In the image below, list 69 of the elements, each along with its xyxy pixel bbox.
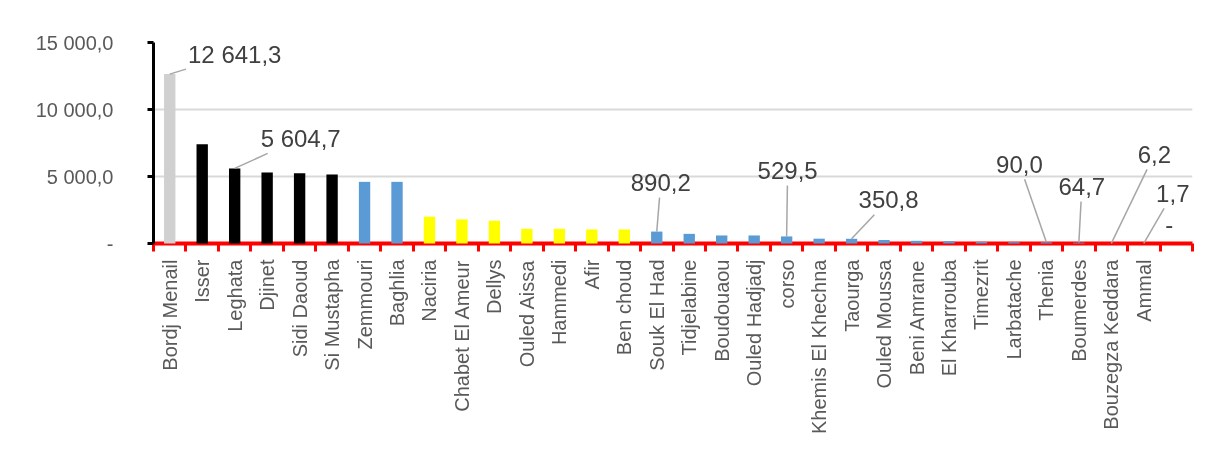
y-tick-label: 5 000,0 [46, 165, 114, 188]
bar [651, 231, 663, 244]
x-tick-label: Zemmouri [353, 259, 376, 350]
x-tick-label: El Kharrouba [937, 258, 960, 377]
x-tick-label: Thenia [1035, 258, 1058, 321]
x-tick-label: Leghata [223, 258, 246, 332]
bar [488, 220, 501, 244]
bar [391, 181, 403, 244]
bar [910, 240, 923, 244]
bar [586, 229, 598, 244]
data-label: 1,7 [1156, 179, 1190, 207]
bar [293, 173, 306, 244]
x-tick-label: Bouzegza Keddara [1100, 258, 1123, 430]
data-label: 12 641,3 [188, 40, 282, 68]
bar [618, 229, 630, 244]
x-tick-label: Djinet [256, 259, 279, 311]
x-tick-label: Tidjelabine [678, 259, 701, 356]
data-label: 64,7 [1058, 173, 1106, 201]
bar [943, 241, 955, 244]
bar [456, 219, 468, 244]
data-label: - [1165, 211, 1174, 238]
bar [358, 181, 371, 244]
data-label: 5 604,7 [260, 124, 341, 152]
x-tick-label: Ammal [1132, 259, 1155, 322]
x-tick-label: Bordj Menail [158, 259, 181, 371]
bar [553, 228, 566, 244]
data-label: 890,2 [630, 169, 691, 197]
data-label: 529,5 [757, 156, 818, 184]
x-tick-label: corso [775, 259, 798, 309]
bar [228, 168, 241, 244]
bar [878, 240, 890, 244]
x-tick-label: Isser [191, 259, 214, 303]
bar [423, 216, 436, 244]
x-tick-label: Afir [580, 259, 603, 290]
x-tick-label: Dellys [483, 259, 506, 314]
x-tick-label: Ouled Hadjadj [743, 259, 766, 387]
bar [813, 238, 825, 244]
x-tick-label: Chabet El Ameur [450, 260, 473, 412]
x-tick-label: Hammedi [548, 259, 571, 346]
y-tick-label: 10 000,0 [35, 98, 114, 121]
bar [521, 228, 533, 244]
data-label: 90,0 [996, 150, 1043, 178]
x-tick-label: Souk El Had [645, 259, 668, 371]
bar [716, 235, 728, 244]
x-tick-label: Ouled Moussa [873, 258, 896, 389]
x-tick-label: Naciria [418, 258, 441, 322]
bar [261, 172, 273, 244]
data-label: 350,8 [858, 186, 919, 214]
bar [748, 235, 760, 244]
x-tick-label: Boumerdes [1067, 259, 1090, 362]
y-tick-label: 15 000,0 [35, 31, 114, 54]
bar [845, 238, 858, 244]
x-tick-label: Khemis El Khechna [808, 258, 831, 435]
x-tick-label: Sidi Daoud [288, 259, 311, 358]
bar [196, 144, 208, 244]
bar [780, 236, 793, 244]
x-tick-label: Si Mustapha [321, 258, 344, 371]
x-tick-label: Taourga [840, 258, 863, 332]
y-tick-label: - [106, 232, 114, 255]
x-tick-label: Timezrit [970, 259, 993, 330]
bar [683, 233, 695, 244]
x-tick-label: Ouled Aissa [515, 259, 538, 368]
x-tick-label: Ben choud [613, 259, 636, 356]
bar [326, 174, 338, 244]
x-tick-label: Boudouaou [710, 259, 733, 362]
x-tick-label: Beni Amrane [905, 260, 928, 376]
x-tick-label: Larbatache [1002, 259, 1025, 360]
x-tick-label: Baghlia [386, 258, 409, 327]
data-label: 6,2 [1137, 140, 1172, 168]
